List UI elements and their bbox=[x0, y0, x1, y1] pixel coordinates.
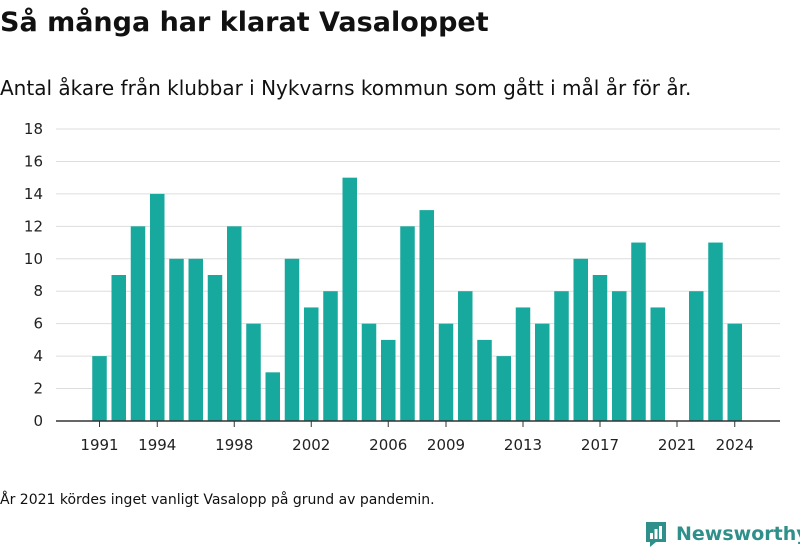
x-tick-label: 2013 bbox=[504, 436, 542, 454]
bar-2012 bbox=[496, 356, 511, 421]
bar-1991 bbox=[92, 356, 107, 421]
x-tick-label: 2017 bbox=[581, 436, 619, 454]
bar-1995 bbox=[169, 258, 184, 421]
bars bbox=[92, 177, 742, 421]
chart-title: Så många har klarat Vasaloppet bbox=[0, 7, 489, 38]
x-tick-label: 2002 bbox=[292, 436, 330, 454]
bar-2010 bbox=[458, 291, 473, 421]
y-tick-label: 12 bbox=[24, 217, 43, 235]
bar-2015 bbox=[554, 291, 569, 421]
y-tick-label: 18 bbox=[24, 120, 43, 138]
bar-2022 bbox=[689, 291, 704, 421]
x-tick-label: 2021 bbox=[658, 436, 696, 454]
x-tick-label: 1998 bbox=[215, 436, 253, 454]
bar-2019 bbox=[631, 242, 646, 421]
bar-2016 bbox=[573, 258, 588, 421]
bar-2001 bbox=[284, 258, 300, 421]
logo-text: Newsworthy bbox=[676, 523, 800, 545]
newsworthy-logo[interactable]: Newsworthy bbox=[644, 519, 800, 549]
bar-2008 bbox=[419, 210, 434, 421]
bar-2018 bbox=[612, 291, 627, 421]
bar-1992 bbox=[111, 275, 126, 421]
bar-2004 bbox=[342, 177, 357, 421]
y-tick-label: 10 bbox=[24, 250, 43, 268]
x-tick-label: 2009 bbox=[427, 436, 465, 454]
y-tick-label: 2 bbox=[33, 380, 43, 398]
y-tick-label: 14 bbox=[24, 185, 43, 203]
bar-2005 bbox=[361, 323, 377, 421]
y-tick-label: 8 bbox=[33, 282, 43, 300]
bar-2014 bbox=[535, 323, 550, 421]
x-tick-label: 2024 bbox=[716, 436, 754, 454]
y-tick-label: 6 bbox=[33, 315, 43, 333]
bar-2000 bbox=[265, 372, 280, 421]
bar-2007 bbox=[400, 226, 415, 421]
bar-1999 bbox=[246, 323, 261, 421]
x-tick-label: 1994 bbox=[138, 436, 176, 454]
bar-1997 bbox=[207, 275, 223, 421]
y-tick-label: 0 bbox=[33, 412, 43, 430]
bar-2006 bbox=[381, 339, 396, 421]
x-tick-label: 1991 bbox=[80, 436, 118, 454]
chart-subtitle: Antal åkare från klubbar i Nykvarns komm… bbox=[0, 76, 692, 100]
y-tick-label: 16 bbox=[24, 152, 43, 170]
x-tick-label: 2006 bbox=[369, 436, 407, 454]
bar-1998 bbox=[227, 226, 242, 421]
bar-2002 bbox=[304, 307, 319, 421]
bar-1994 bbox=[150, 193, 165, 421]
bar-2017 bbox=[592, 275, 608, 421]
gridlines bbox=[56, 128, 780, 390]
y-tick-label: 4 bbox=[33, 347, 43, 365]
newsworthy-logo-icon bbox=[646, 522, 666, 547]
bar-2013 bbox=[515, 307, 531, 421]
bar-2023 bbox=[708, 242, 723, 421]
bar-2011 bbox=[477, 339, 492, 421]
y-axis-tick-labels: 0 2 4 6 8 10 12 14 16 18 bbox=[24, 120, 43, 430]
bar-2024 bbox=[727, 323, 742, 421]
bar-1993 bbox=[130, 226, 146, 421]
bar-2020 bbox=[650, 307, 665, 421]
bar-1996 bbox=[188, 258, 203, 421]
footnote: År 2021 kördes inget vanligt Vasalopp på… bbox=[0, 492, 435, 508]
bar-2003 bbox=[323, 291, 338, 421]
bar-2009 bbox=[438, 323, 454, 421]
x-axis: 1991 1994 1998 2002 2006 2009 2013 2017 2021 2024 bbox=[56, 420, 780, 454]
